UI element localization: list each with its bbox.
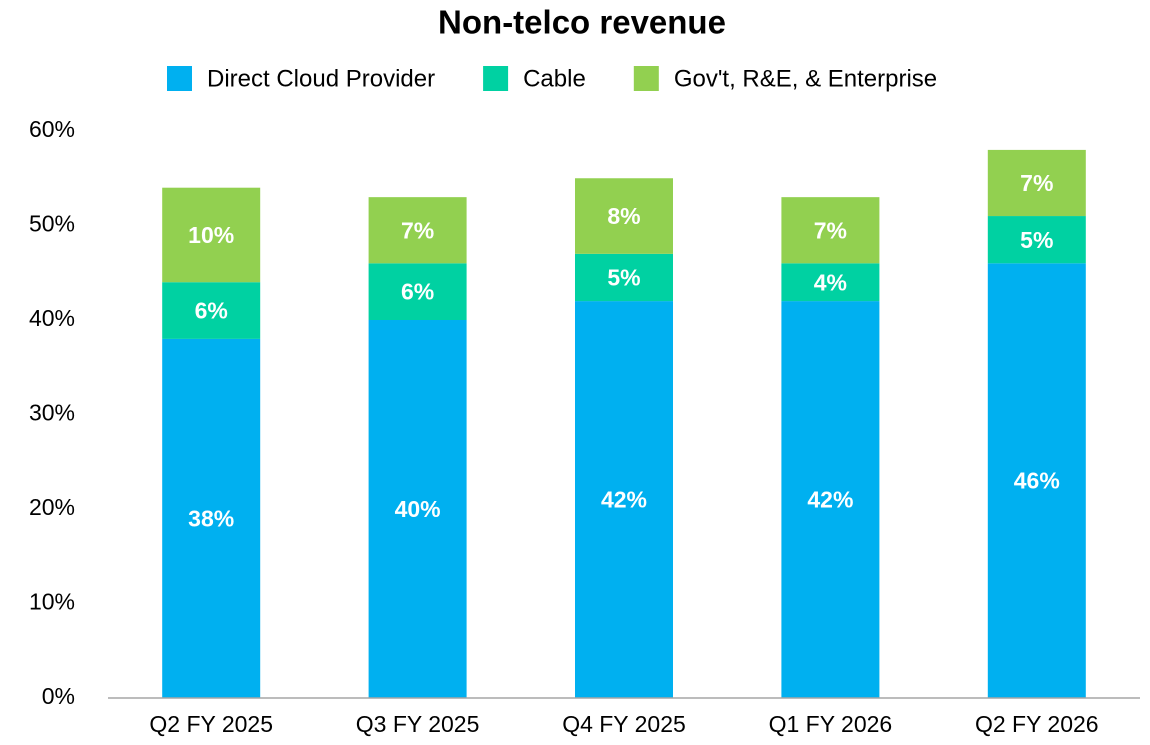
x-tick-label: Q3 FY 2025 bbox=[356, 711, 480, 737]
y-tick-label: 30% bbox=[29, 400, 75, 426]
bar-segment bbox=[987, 263, 1086, 698]
data-label: 6% bbox=[195, 298, 228, 324]
data-label: 6% bbox=[401, 279, 434, 305]
y-tick-label: 20% bbox=[29, 494, 75, 520]
bar-segment bbox=[575, 301, 673, 698]
bar-segment bbox=[987, 149, 1086, 217]
x-tick-label: Q4 FY 2025 bbox=[562, 711, 686, 737]
y-tick-label: 0% bbox=[42, 683, 75, 709]
data-label: 4% bbox=[814, 269, 847, 295]
data-label: 7% bbox=[814, 217, 847, 243]
bar-segment bbox=[781, 263, 880, 302]
bar-segment bbox=[781, 197, 880, 264]
bar-segment bbox=[575, 253, 673, 302]
bar-segment bbox=[368, 197, 467, 264]
x-tick-label: Q2 FY 2026 bbox=[975, 711, 1099, 737]
bar-segment bbox=[987, 216, 1086, 264]
bar-segment bbox=[781, 301, 880, 698]
legend-swatch bbox=[483, 66, 509, 91]
data-label: 7% bbox=[401, 217, 434, 243]
legend-label: Gov't, R&E, & Enterprise bbox=[674, 65, 937, 92]
data-label: 5% bbox=[607, 265, 640, 291]
data-label: 46% bbox=[1014, 468, 1060, 494]
data-label: 38% bbox=[188, 506, 234, 532]
x-tick-label: Q1 FY 2026 bbox=[769, 711, 893, 737]
data-label: 5% bbox=[1020, 227, 1053, 253]
legend-label: Cable bbox=[523, 65, 586, 92]
data-label: 42% bbox=[807, 487, 853, 513]
y-tick-label: 10% bbox=[29, 589, 75, 615]
legend-swatch bbox=[167, 66, 192, 91]
data-label: 40% bbox=[395, 496, 441, 522]
bar-segment bbox=[368, 263, 467, 320]
bar-segment bbox=[162, 338, 261, 698]
bar-segment bbox=[575, 178, 673, 254]
chart-title: Non-telco revenue bbox=[438, 4, 726, 41]
bar-segment bbox=[368, 320, 467, 698]
bar-segment bbox=[162, 282, 261, 339]
data-label: 42% bbox=[601, 487, 647, 513]
data-label: 8% bbox=[607, 203, 640, 229]
data-label: 7% bbox=[1020, 170, 1053, 196]
y-tick-label: 60% bbox=[29, 116, 75, 142]
legend-label: Direct Cloud Provider bbox=[207, 65, 435, 92]
y-tick-label: 50% bbox=[29, 211, 75, 237]
y-tick-label: 40% bbox=[29, 305, 75, 331]
x-tick-label: Q2 FY 2025 bbox=[149, 711, 273, 737]
legend-swatch bbox=[633, 66, 659, 91]
data-label: 10% bbox=[188, 222, 234, 248]
bar-segment bbox=[162, 187, 261, 283]
